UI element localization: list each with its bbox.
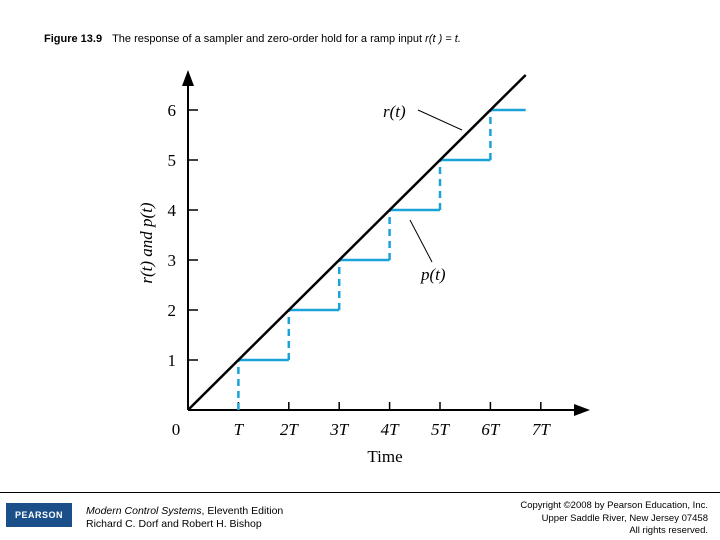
footer-divider	[0, 492, 720, 493]
y-tick-label: 1	[168, 351, 177, 370]
x-tick-label: 5T	[431, 420, 451, 439]
x-tick-label: 3T	[329, 420, 350, 439]
chart-svg: 0 T 2T 3T 4T 5T 6T 7T 1 2 3 4 5 6 r(t) p(t) Time r(t…	[137, 70, 590, 466]
annotation-r-t-leader	[417, 109, 463, 131]
copyright: Copyright ©2008 by Pearson Education, In…	[520, 500, 708, 538]
axes	[182, 70, 590, 416]
x-tick-label: T	[234, 420, 245, 439]
caption-text: The response of a sampler and zero-order…	[112, 33, 426, 45]
annotation-p-t: p(t)	[409, 219, 446, 284]
copyright-line-3: All rights reserved.	[629, 525, 708, 536]
book-title-line: Modern Control Systems, Eleventh Edition	[86, 505, 283, 518]
annotation-r-t: r(t)	[383, 102, 463, 131]
x-axis-arrow	[574, 404, 590, 416]
annotation-p-t-label: p(t)	[420, 265, 446, 284]
book-edition: , Eleventh Edition	[201, 505, 284, 517]
copyright-line-2: Upper Saddle River, New Jersey 07458	[541, 512, 708, 524]
x-tick-label: 7T	[532, 420, 552, 439]
y-tick-label: 4	[168, 201, 177, 220]
book-info: Modern Control Systems, Eleventh Edition…	[86, 505, 283, 531]
y-tick-label: 3	[168, 251, 177, 270]
y-tick-label: 2	[168, 301, 177, 320]
copyright-line-1: Copyright ©2008 by Pearson Education, In…	[520, 500, 708, 511]
y-tick-label: 6	[168, 101, 177, 120]
publisher-logo: PEARSON	[6, 503, 72, 527]
figure-label: Figure 13.9	[44, 33, 103, 45]
x-tick-label: 6T	[481, 420, 501, 439]
publisher-logo-text: PEARSON	[14, 510, 63, 520]
series-r-t-line	[187, 74, 527, 411]
series-p-t	[237, 108, 526, 410]
caption-math: r(t ) = t.	[425, 33, 461, 45]
y-axis-arrow	[182, 70, 194, 86]
x-tick-label: 0	[172, 420, 181, 439]
y-ticks: 1 2 3 4 5 6	[168, 101, 198, 370]
x-tick-label: 4T	[381, 420, 401, 439]
y-tick-label: 5	[168, 151, 177, 170]
x-axis-title: Time	[367, 447, 402, 466]
y-axis-title: r(t) and p(t)	[137, 202, 156, 284]
x-tick-label: 2T	[280, 420, 300, 439]
figure-caption: Figure 13.9 The response of a sampler and…	[44, 33, 461, 45]
annotation-p-t-leader	[409, 219, 433, 263]
book-title: Modern Control Systems	[86, 505, 202, 517]
annotation-r-t-label: r(t)	[383, 102, 406, 121]
book-authors: Richard C. Dorf and Robert H. Bishop	[86, 518, 262, 530]
x-ticks: 0 T 2T 3T 4T 5T 6T 7T	[172, 402, 552, 439]
